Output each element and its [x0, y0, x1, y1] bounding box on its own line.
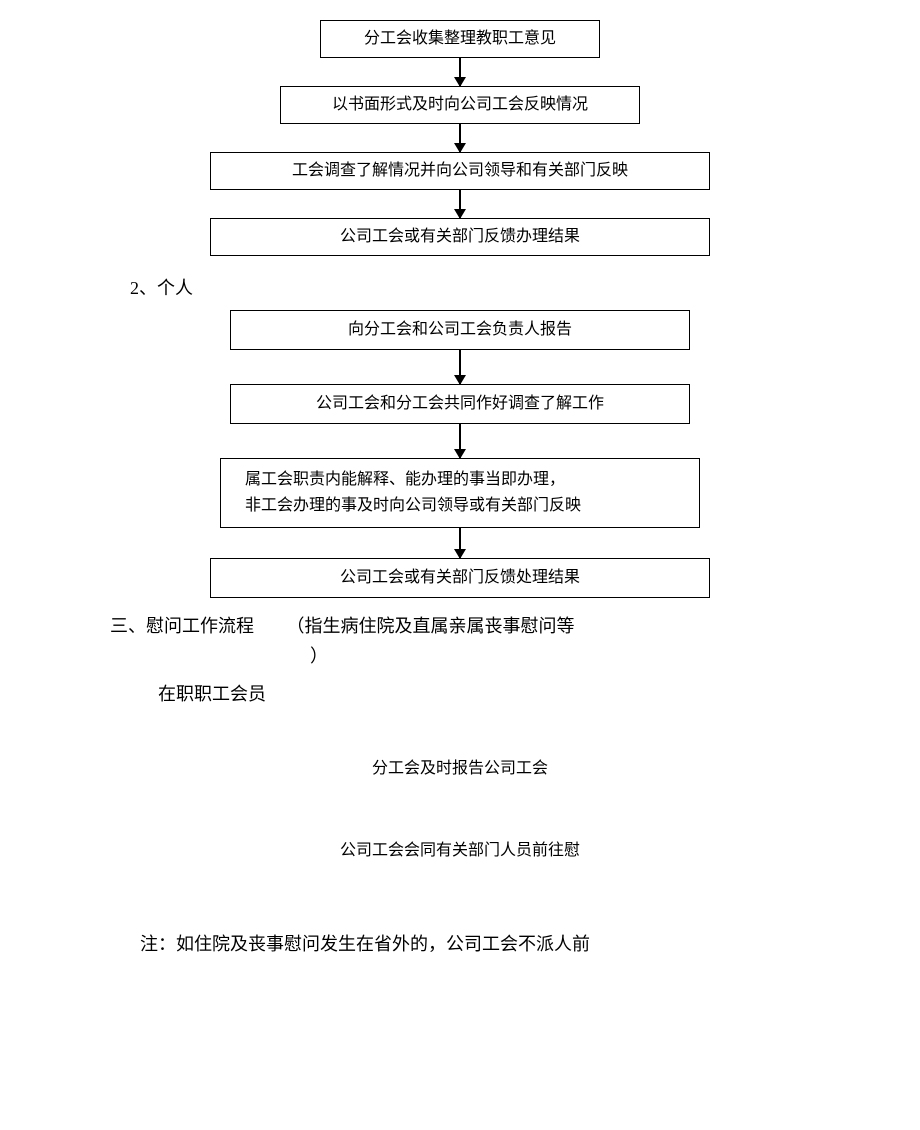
- fc1-node-1: 分工会收集整理教职工意见: [320, 20, 600, 58]
- fc2-node-2: 公司工会和分工会共同作好调查了解工作: [230, 384, 690, 424]
- section3-member: 在职职工会员: [158, 680, 266, 706]
- fc1-node-3: 工会调查了解情况并向公司领导和有关部门反映: [210, 152, 710, 190]
- page-container: 分工会收集整理教职工意见 以书面形式及时向公司工会反映情况 工会调查了解情况并向…: [0, 20, 920, 956]
- section3-step2: 公司工会会同有关部门人员前往慰: [340, 836, 580, 860]
- fc2-node-1: 向分工会和公司工会负责人报告: [230, 310, 690, 350]
- fc1-node-3-label: 工会调查了解情况并向公司领导和有关部门反映: [292, 158, 628, 184]
- fc1-node-2: 以书面形式及时向公司工会反映情况: [280, 86, 640, 124]
- fc2-node-4-label: 公司工会或有关部门反馈处理结果: [340, 565, 580, 591]
- fc2-arrow-3: [459, 528, 461, 558]
- fc1-node-4-label: 公司工会或有关部门反馈办理结果: [340, 224, 580, 250]
- fc1-arrow-3: [459, 190, 461, 218]
- fc1-node-2-label: 以书面形式及时向公司工会反映情况: [332, 92, 588, 118]
- section3-step1: 分工会及时报告公司工会: [372, 754, 548, 778]
- section3-main: 三、慰问工作流程: [110, 616, 254, 636]
- section3-footnote: 注：如住院及丧事慰问发生在省外的，公司工会不派人前: [140, 930, 590, 956]
- section3-heading-row: 三、慰问工作流程 （指生病住院及直属亲属丧事慰问等: [110, 612, 575, 638]
- fc2-node-3-line2: 非工会办理的事及时向公司领导或有关部门反映: [245, 493, 581, 519]
- fc2-node-3: 属工会职责内能解释、能办理的事当即办理， 非工会办理的事及时向公司领导或有关部门…: [220, 458, 700, 528]
- fc1-node-1-label: 分工会收集整理教职工意见: [364, 26, 556, 52]
- fc1-arrow-1: [459, 58, 461, 86]
- fc2-node-4: 公司工会或有关部门反馈处理结果: [210, 558, 710, 598]
- fc2-node-1-label: 向分工会和公司工会负责人报告: [348, 317, 572, 343]
- fc2-arrow-2: [459, 424, 461, 458]
- fc1-node-4: 公司工会或有关部门反馈办理结果: [210, 218, 710, 256]
- section3-note: （指生病住院及直属亲属丧事慰问等: [287, 616, 575, 636]
- section3-close: ）: [310, 642, 328, 668]
- fc1-arrow-2: [459, 124, 461, 152]
- fc2-arrow-1: [459, 350, 461, 384]
- fc2-node-3-line1: 属工会职责内能解释、能办理的事当即办理，: [245, 467, 565, 493]
- section2-heading: 2、个人: [130, 274, 193, 300]
- fc2-node-2-label: 公司工会和分工会共同作好调查了解工作: [316, 391, 604, 417]
